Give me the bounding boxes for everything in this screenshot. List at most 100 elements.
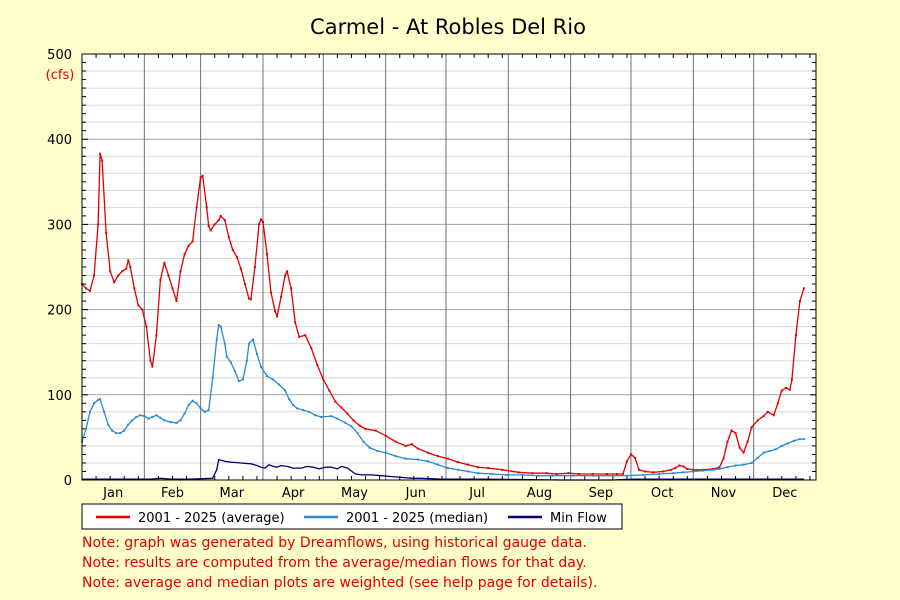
data-point [446, 467, 449, 470]
data-point [718, 466, 721, 469]
data-point [314, 414, 317, 417]
data-point [187, 244, 190, 247]
data-point [591, 473, 594, 476]
data-point [127, 423, 130, 426]
data-point [113, 281, 116, 284]
data-point [149, 359, 152, 362]
data-point [780, 444, 783, 447]
data-point [316, 363, 319, 366]
month-label: Feb [161, 486, 184, 501]
data-point [722, 457, 725, 460]
data-point [551, 474, 554, 477]
data-point [257, 223, 260, 226]
data-point [531, 472, 534, 475]
data-point [658, 473, 661, 476]
data-point [159, 416, 162, 419]
data-point [133, 287, 136, 290]
data-point [163, 261, 166, 264]
y-tick-label: 0 [64, 474, 72, 489]
data-point [239, 267, 242, 270]
data-point [175, 300, 178, 303]
data-point [121, 270, 124, 273]
y-tick-label: 100 [47, 389, 72, 404]
data-point [135, 415, 138, 418]
data-point [780, 389, 783, 392]
data-point [237, 380, 240, 383]
data-point [89, 289, 92, 292]
month-label: Mar [220, 486, 245, 501]
data-point [179, 419, 182, 422]
data-point [199, 176, 202, 179]
data-point [137, 304, 140, 307]
data-point [163, 419, 166, 422]
data-point [251, 338, 254, 341]
data-point [175, 421, 178, 424]
data-point [266, 375, 269, 378]
data-point [376, 450, 379, 453]
month-label: Dec [772, 486, 797, 501]
data-point [247, 297, 250, 300]
data-point [151, 365, 154, 368]
data-point [241, 378, 244, 381]
data-point [517, 471, 520, 474]
data-point [756, 419, 759, 422]
data-point [235, 255, 238, 258]
data-point [591, 474, 594, 477]
data-point [638, 468, 641, 471]
data-point [191, 399, 194, 402]
data-point [259, 365, 262, 368]
data-point [266, 253, 269, 256]
data-point [107, 423, 110, 426]
data-point [334, 400, 337, 403]
data-point [280, 295, 283, 298]
data-point [798, 438, 801, 441]
data-point [792, 439, 795, 442]
data-point [139, 414, 142, 417]
data-point [255, 352, 258, 355]
data-point [227, 236, 230, 239]
data-point [322, 378, 325, 381]
data-point [320, 415, 323, 418]
data-point [477, 466, 480, 469]
data-point [127, 259, 130, 262]
data-point [111, 429, 114, 432]
grid-lines [82, 53, 816, 481]
month-label: Jul [468, 486, 485, 501]
data-point [750, 426, 753, 429]
data-point [394, 455, 397, 458]
data-point [187, 404, 190, 407]
data-point [199, 407, 202, 410]
data-point [734, 432, 737, 435]
series-line [81, 324, 804, 477]
data-point [368, 446, 371, 449]
data-point [384, 451, 387, 454]
data-point [167, 274, 170, 277]
data-point [505, 473, 508, 476]
series-group [81, 323, 805, 477]
data-point [404, 457, 407, 460]
data-point [85, 427, 88, 430]
data-point [211, 376, 214, 379]
data-point [678, 464, 681, 467]
month-label: Jun [405, 486, 426, 501]
data-point [642, 473, 645, 476]
data-point [416, 447, 419, 450]
data-point [89, 410, 92, 413]
data-point [692, 468, 695, 471]
data-point [786, 442, 789, 445]
data-point [223, 342, 226, 345]
data-point [247, 342, 250, 345]
data-point [567, 472, 570, 475]
data-point [686, 467, 689, 470]
y-axis-label: (cfs) [46, 68, 75, 83]
month-label: Nov [711, 486, 737, 501]
data-point [207, 225, 210, 228]
data-point [344, 421, 347, 424]
data-point [217, 219, 220, 222]
data-point [155, 334, 158, 337]
data-point [274, 310, 277, 313]
data-point [340, 406, 343, 409]
data-point [621, 473, 624, 476]
data-point [278, 383, 281, 386]
data-point [294, 321, 297, 324]
